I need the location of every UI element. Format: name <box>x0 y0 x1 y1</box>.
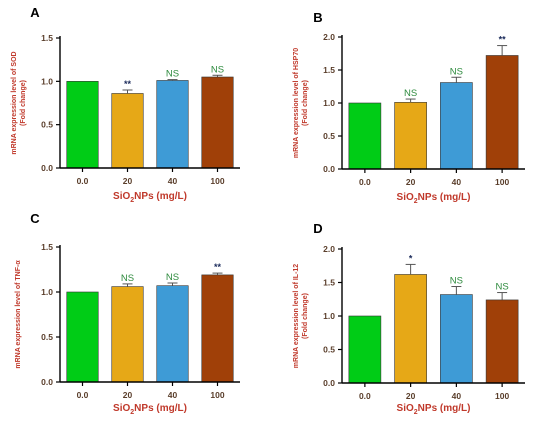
bar-0.0 <box>66 291 99 383</box>
x-tick-label: 100 <box>210 176 224 186</box>
significance-label: NS <box>450 66 463 77</box>
y-axis-label-line: (Fold change) <box>302 80 309 126</box>
x-tick-label: 40 <box>452 391 462 401</box>
bar-0.0 <box>348 315 382 384</box>
chart-panel-b: B 0.0 0.5 1.0 1.5 2.0 0.0 NS 20 NS 40 ** 100 mRNA exp… <box>293 10 525 205</box>
significance-label: NS <box>166 272 179 283</box>
x-axis-label-part: SiO <box>397 192 414 203</box>
bar-100 <box>201 76 234 169</box>
x-tick-label: 20 <box>123 176 133 186</box>
x-tick-label: 20 <box>406 391 416 401</box>
y-axis-label-line: mRNA expression level of SOD <box>11 51 18 154</box>
x-tick-label: 40 <box>168 390 178 400</box>
x-tick-label: 0.0 <box>359 391 371 401</box>
x-axis-label-subscript: 2 <box>130 409 134 416</box>
x-tick-label: 100 <box>210 390 224 400</box>
x-tick-label: 40 <box>168 176 178 186</box>
bar-100 <box>485 299 519 384</box>
y-axis-label: mRNA expression level of HSP70 (Fold chan… <box>293 48 309 158</box>
x-tick-label: 100 <box>495 391 509 401</box>
x-tick-label: 40 <box>452 177 462 187</box>
significance-label: ** <box>499 35 507 45</box>
y-tick-label: 0.0 <box>323 378 335 388</box>
y-axis-label-line: mRNA expression level of TNF-α <box>15 260 22 369</box>
significance-label: ** <box>124 79 132 89</box>
x-tick-label: 0.0 <box>77 176 89 186</box>
y-tick-label: 1.5 <box>323 278 335 288</box>
x-tick-label: 0.0 <box>359 177 371 187</box>
bar-0.0 <box>66 81 99 169</box>
significance-label: NS <box>166 69 179 80</box>
y-tick-label: 1.0 <box>323 311 335 321</box>
y-axis-label-line: (Fold change) <box>20 80 27 126</box>
panel-letter: C <box>30 211 40 226</box>
significance-label: * <box>409 253 413 263</box>
x-axis-label-part: NPs (mg/L) <box>418 192 471 203</box>
x-tick-label: 100 <box>495 177 509 187</box>
significance-label: NS <box>211 64 224 75</box>
y-tick-label: 1.5 <box>41 33 53 43</box>
panel-letter: A <box>30 5 40 20</box>
y-tick-label: 2.0 <box>323 32 335 42</box>
y-axis-label: mRNA expression level of SOD (Fold change… <box>11 51 27 154</box>
x-axis-label: SiO2NPs (mg/L) <box>113 403 187 416</box>
bar-20 <box>111 93 144 169</box>
chart-panel-a: A 0.0 0.5 1.0 1.5 0.0 ** 20 NS 40 NS 100 mRNA expres… <box>11 5 240 204</box>
x-axis-label-part: SiO <box>113 191 130 202</box>
y-axis-label-line: (Fold change) <box>302 293 309 339</box>
chart-panel-c: C 0.0 0.5 1.0 1.5 0.0 NS 20 NS 40 ** 100 mRNA expres… <box>15 211 240 416</box>
bar-100 <box>201 274 234 383</box>
x-axis-label: SiO2NPs (mg/L) <box>397 403 471 416</box>
x-axis-label-part: NPs (mg/L) <box>134 403 187 414</box>
x-axis-label-part: SiO <box>397 403 414 414</box>
y-axis-label-line: mRNA expression level of IL-12 <box>293 264 300 368</box>
bar-40 <box>156 80 189 169</box>
x-axis-label-subscript: 2 <box>130 197 134 204</box>
chart-panel-d: D 0.0 0.5 1.0 1.5 2.0 0.0 * 20 NS 40 NS 100 mRNA expr… <box>293 221 525 416</box>
y-tick-label: 0.0 <box>41 377 53 387</box>
bar-100 <box>485 55 519 170</box>
x-tick-label: 20 <box>123 390 133 400</box>
y-tick-label: 0.0 <box>41 163 53 173</box>
x-axis-label-part: NPs (mg/L) <box>134 191 187 202</box>
bar-20 <box>394 102 427 170</box>
y-tick-label: 1.5 <box>41 242 53 252</box>
bar-40 <box>440 294 473 384</box>
x-axis-label-subscript: 2 <box>414 198 418 205</box>
x-axis-label-part: SiO <box>113 403 130 414</box>
significance-label: ** <box>214 262 222 272</box>
y-axis-label: mRNA expression level of TNF-α <box>15 260 22 369</box>
y-tick-label: 1.0 <box>41 287 53 297</box>
y-tick-label: 1.0 <box>41 76 53 86</box>
significance-label: NS <box>121 273 134 284</box>
x-tick-label: 0.0 <box>77 390 89 400</box>
x-axis-label-part: NPs (mg/L) <box>418 403 471 414</box>
x-axis-label: SiO2NPs (mg/L) <box>397 192 471 205</box>
x-tick-label: 20 <box>406 177 416 187</box>
panel-letter: B <box>313 10 322 25</box>
y-tick-label: 0.0 <box>323 164 335 174</box>
x-axis-label-subscript: 2 <box>414 409 418 416</box>
significance-label: NS <box>496 282 509 293</box>
bar-40 <box>156 285 189 383</box>
significance-label: NS <box>404 88 417 99</box>
y-tick-label: 0.5 <box>323 131 335 141</box>
y-tick-label: 2.0 <box>323 244 335 254</box>
x-axis-label: SiO2NPs (mg/L) <box>113 191 187 204</box>
y-tick-label: 1.5 <box>323 65 335 75</box>
panel-letter: D <box>313 221 322 236</box>
y-tick-label: 1.0 <box>323 98 335 108</box>
y-tick-label: 0.5 <box>323 345 335 355</box>
bar-0.0 <box>348 102 382 170</box>
significance-label: NS <box>450 276 463 287</box>
bar-20 <box>111 286 144 383</box>
y-tick-label: 0.5 <box>41 332 53 342</box>
y-axis-label-line: mRNA expression level of HSP70 <box>293 48 300 158</box>
y-axis-label: mRNA expression level of IL-12 (Fold chan… <box>293 264 309 368</box>
bar-40 <box>440 82 473 170</box>
bar-20 <box>394 274 427 384</box>
y-tick-label: 0.5 <box>41 120 53 130</box>
